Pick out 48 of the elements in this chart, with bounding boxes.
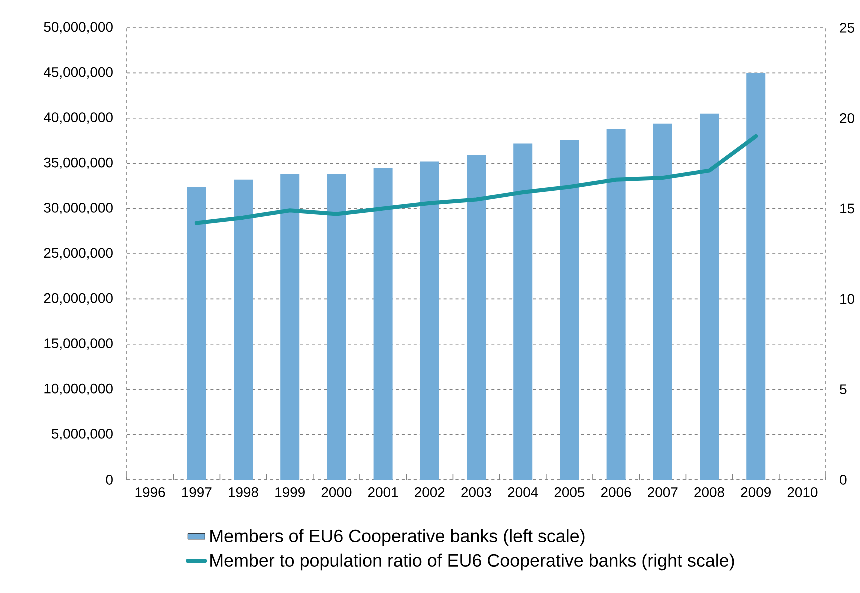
bar <box>746 73 766 480</box>
x-tick-label: 1996 <box>136 488 166 498</box>
bar <box>514 144 533 480</box>
legend-label: Members of EU6 Cooperative banks (left scale) <box>210 529 585 546</box>
x-tick-label: 2003 <box>462 488 492 498</box>
line-series <box>194 134 758 226</box>
y-tick-label: 0 <box>106 475 113 485</box>
y2-tick-label: 20 <box>840 113 855 124</box>
bar <box>234 180 254 480</box>
x-tick-label: 2000 <box>322 488 352 498</box>
x-tick-label: 2006 <box>601 488 632 498</box>
y2-tick-label: 15 <box>840 204 854 214</box>
y-tick-label: 30,000,000 <box>44 203 113 215</box>
bar <box>467 155 486 480</box>
y-tick-label: 45,000,000 <box>44 67 113 79</box>
bar <box>606 129 626 480</box>
x-tick-label: 2007 <box>648 488 678 498</box>
y-tick-label: 5,000,000 <box>52 429 113 441</box>
bar <box>374 168 393 480</box>
y-tick-label: 10,000,000 <box>44 384 113 396</box>
x-tick-label: 2010 <box>788 488 818 498</box>
bar <box>420 162 440 480</box>
bar <box>327 174 346 480</box>
x-tick-label: 1997 <box>182 488 212 498</box>
x-tick-label: 2009 <box>741 488 771 498</box>
y-tick-label: 20,000,000 <box>44 293 113 305</box>
bar <box>280 174 300 480</box>
x-tick-label: 1998 <box>229 488 258 498</box>
y2-tick-label: 0 <box>840 475 847 485</box>
bar <box>560 140 580 480</box>
x-tick-label: 2004 <box>508 488 538 498</box>
y-tick-label: 35,000,000 <box>44 158 113 170</box>
y-tick-label: 50,000,000 <box>44 22 113 34</box>
y2-tick-label: 10 <box>840 294 855 304</box>
x-tick-label: 2005 <box>554 488 585 498</box>
x-tick-label: 2008 <box>694 488 724 498</box>
x-tick-label: 1999 <box>276 488 305 498</box>
y-tick-label: 25,000,000 <box>44 248 113 260</box>
bar <box>700 114 720 480</box>
y-tick-label: 40,000,000 <box>44 112 113 124</box>
y2-tick-label: 25 <box>840 23 854 33</box>
y2-tick-label: 5 <box>840 384 847 394</box>
legend-label: Member to population ratio of EU6 Cooperative banks (right scale) <box>210 554 734 571</box>
bar <box>187 187 206 480</box>
y-tick-label: 15,000,000 <box>44 338 113 350</box>
bar <box>653 124 672 480</box>
x-tick-label: 2001 <box>368 488 398 498</box>
x-tick-label: 2002 <box>415 488 445 498</box>
